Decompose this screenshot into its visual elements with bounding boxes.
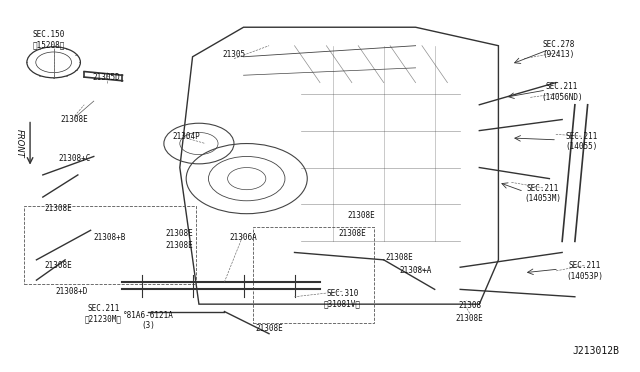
Text: 21304P: 21304P [172,132,200,141]
Text: SEC.150
〕15208〖: SEC.150 〕15208〖 [33,31,65,50]
Text: 21308E: 21308E [61,115,88,124]
Text: 21308E: 21308E [45,203,72,213]
Text: 21306A: 21306A [230,233,257,242]
Text: SEC.211
(14055): SEC.211 (14055) [565,132,598,151]
Text: 21305D: 21305D [93,73,120,81]
Text: 21308E: 21308E [338,230,365,238]
Text: 21308+B: 21308+B [93,233,126,242]
Text: 21308: 21308 [458,301,481,311]
Text: SEC.211
(14053M): SEC.211 (14053M) [525,184,561,203]
Text: °81A6-6121A
(3): °81A6-6121A (3) [122,311,173,330]
Text: 21308E: 21308E [255,324,283,333]
Text: 21308E: 21308E [166,241,194,250]
Bar [253,227,374,323]
Text: SEC.211
〕21230M〖: SEC.211 〕21230M〖 [85,304,122,323]
Text: FRONT: FRONT [15,129,24,158]
Text: 21308E: 21308E [166,230,194,238]
Text: 21308E: 21308E [456,314,484,323]
Text: SEC.211
(14053P): SEC.211 (14053P) [566,261,603,280]
Text: J213012B: J213012B [573,346,620,356]
Text: 21308E: 21308E [348,211,375,220]
Text: SEC.278
(92413): SEC.278 (92413) [543,40,575,59]
Text: 21308E: 21308E [386,253,413,263]
Bar [24,206,196,284]
Text: 21305: 21305 [223,51,246,60]
Text: 21308+C: 21308+C [58,154,91,163]
Text: 21308+D: 21308+D [55,287,88,296]
Text: SEC.211
(14056ND): SEC.211 (14056ND) [541,82,583,102]
Text: 21308+A: 21308+A [399,266,432,275]
Text: SEC.310
〕31081V〖: SEC.310 〕31081V〖 [324,289,361,308]
Text: 21308E: 21308E [45,261,72,270]
